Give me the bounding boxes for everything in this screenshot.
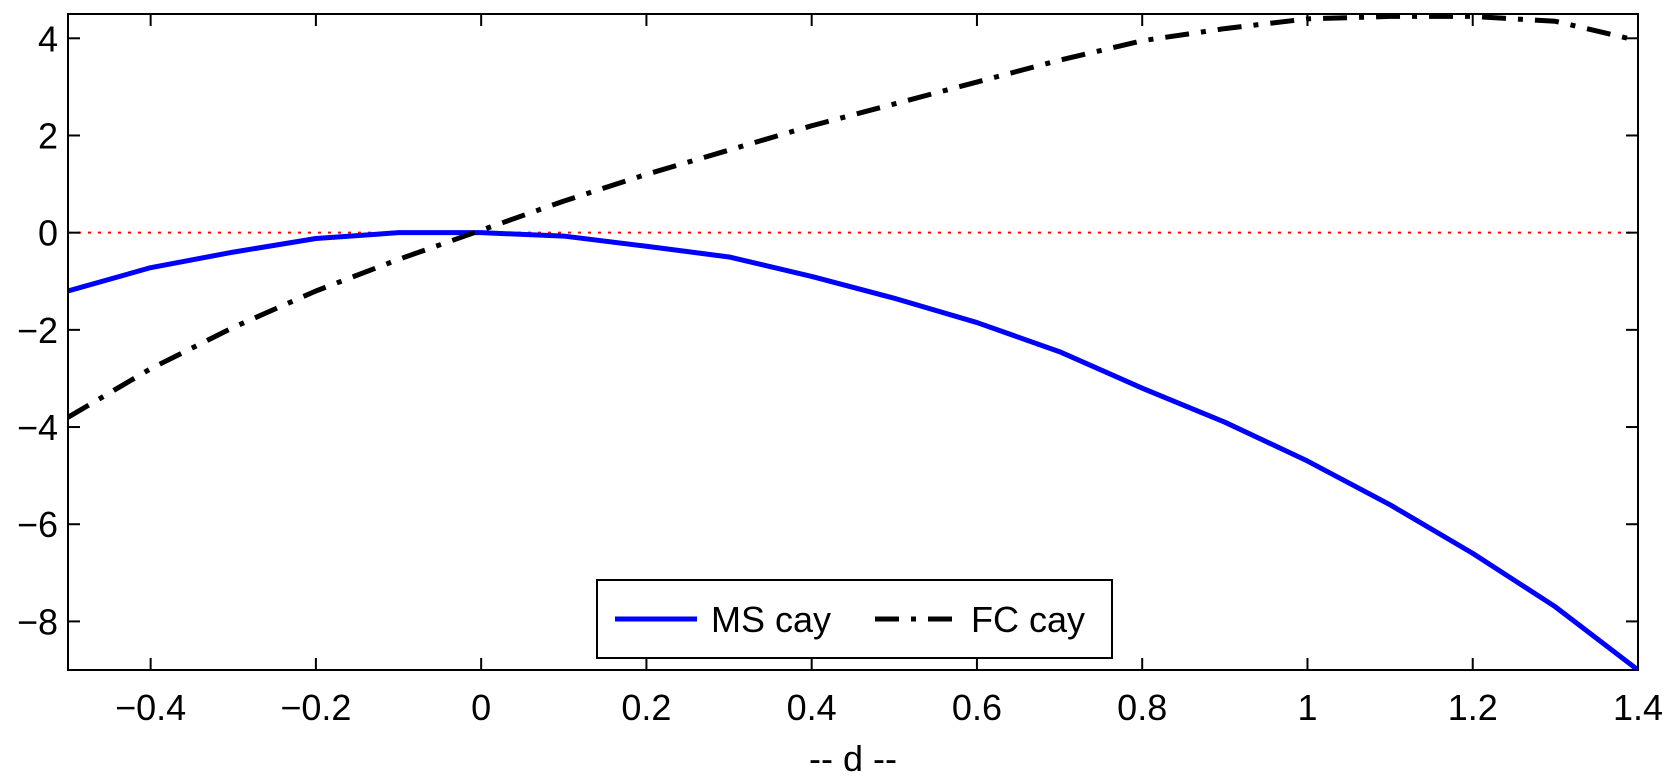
y-tick-label: −8: [17, 601, 58, 642]
legend: MS cay FC cay: [596, 579, 1113, 659]
x-tick-label: 0.2: [621, 687, 671, 728]
y-tick-label: −4: [17, 407, 58, 448]
legend-label: FC cay: [971, 599, 1085, 640]
x-tick-label: 1.4: [1613, 687, 1663, 728]
x-tick-label: 1.2: [1448, 687, 1498, 728]
x-axis-label: -- d --: [809, 738, 897, 779]
series-line-fc-cay: [68, 14, 1638, 420]
y-tick-label: −2: [17, 310, 58, 351]
y-tick-label: 0: [38, 213, 58, 254]
x-tick-label: 0.8: [1117, 687, 1167, 728]
axes-box: [67, 13, 1639, 671]
y-tick-label: 2: [38, 115, 58, 156]
x-tick-label: −0.4: [115, 687, 186, 728]
x-tick-label: −0.2: [280, 687, 351, 728]
x-tick-label: 0.4: [787, 687, 837, 728]
y-tick-label: −6: [17, 504, 58, 545]
y-tick-label: 4: [38, 18, 58, 59]
series-line-ms-cay: [68, 230, 1638, 670]
x-tick-label: 0.6: [952, 687, 1002, 728]
legend-label: MS cay: [711, 599, 831, 640]
x-tick-label: 1: [1297, 687, 1317, 728]
x-tick-label: 0: [471, 687, 491, 728]
plot-area: [68, 14, 1638, 670]
axes: −0.4 −0.2 0 0.2 0.4 0.6 0.8 1 1.2 1.4 4 2 0 −2 −4 −6 −8: [17, 13, 1663, 728]
